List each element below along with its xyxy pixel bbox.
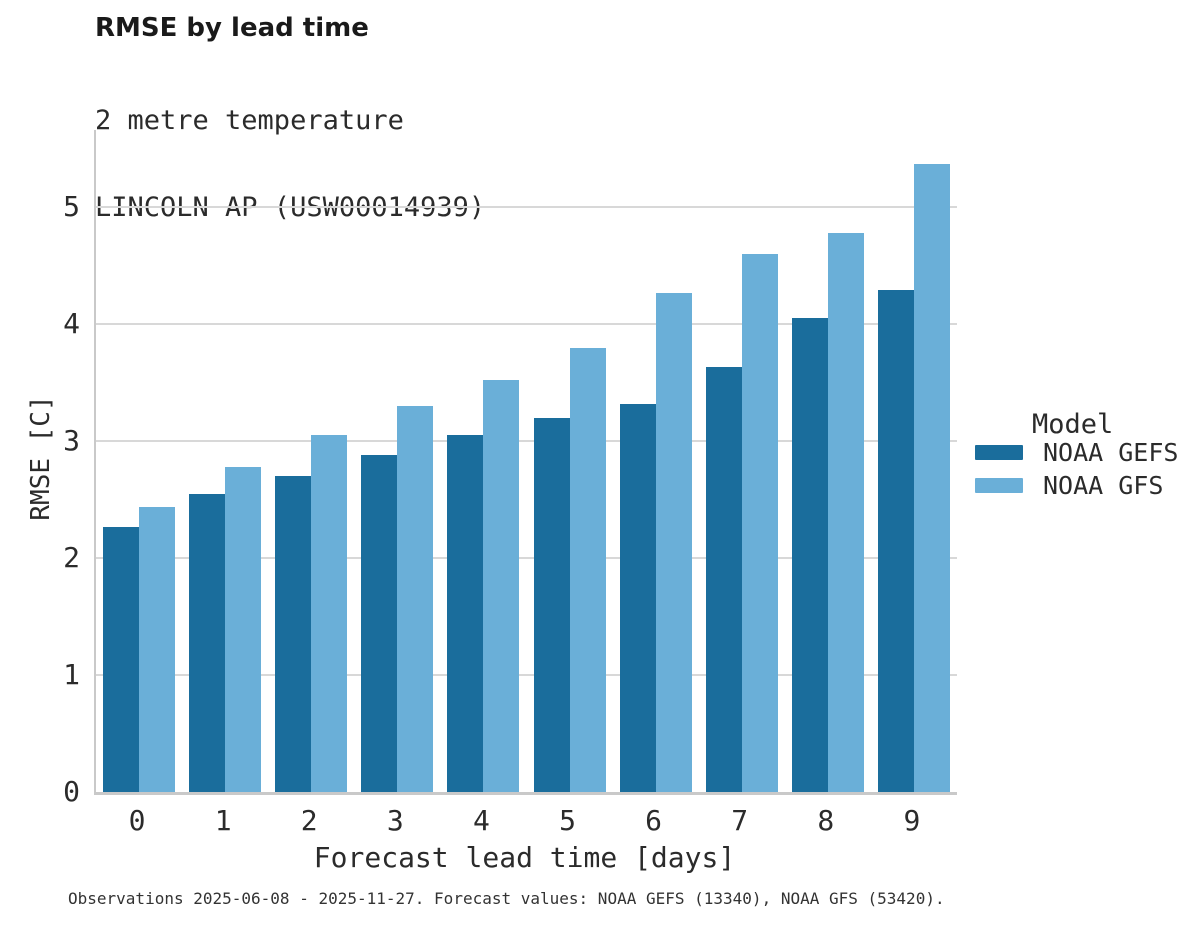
- chart-title: RMSE by lead time: [95, 13, 369, 43]
- y-tick-label-5: 5: [63, 190, 80, 224]
- bar-noaa-gfs-lead-2: [311, 435, 348, 792]
- gridline-y-2: [96, 557, 957, 560]
- legend-label-noaa-gfs: NOAA GFS: [1043, 470, 1164, 500]
- y-axis-ticks: 0 1 2 3 4 5: [0, 130, 80, 806]
- bar-group-lead-0: [96, 506, 182, 792]
- bar-noaa-gefs-lead-4: [447, 435, 484, 792]
- x-tick-label-3: 3: [386, 804, 404, 837]
- x-tick-label-5: 5: [559, 804, 576, 837]
- x-tick-label-7: 7: [731, 804, 749, 837]
- x-axis-ticks: 0 1 2 3 4 5 6 7 8 9: [94, 804, 955, 838]
- bar-noaa-gfs-lead-5: [569, 347, 606, 792]
- gridline-y-3: [96, 440, 957, 443]
- bar-group-lead-9: [871, 163, 957, 792]
- x-tick-label-9: 9: [903, 804, 921, 837]
- gridline-y-1: [96, 674, 957, 677]
- bar-noaa-gfs-lead-3: [397, 406, 434, 792]
- gridline-y-4: [96, 323, 957, 326]
- bar-group-lead-2: [268, 435, 354, 792]
- plot-area: [94, 130, 957, 795]
- y-tick-label-1: 1: [63, 658, 80, 692]
- bar-noaa-gefs-lead-1: [189, 493, 226, 792]
- y-tick-label-2: 2: [63, 541, 80, 575]
- x-tick-label-2: 2: [300, 804, 318, 837]
- bar-group-lead-3: [354, 406, 440, 792]
- legend-entry-noaa-gfs: NOAA GFS: [975, 470, 1195, 500]
- bar-group-lead-4: [440, 380, 526, 792]
- bar-noaa-gefs-lead-6: [619, 403, 656, 792]
- bar-group-lead-1: [182, 466, 268, 792]
- bar-noaa-gefs-lead-9: [877, 290, 914, 792]
- x-tick-label-8: 8: [817, 804, 835, 837]
- bar-noaa-gfs-lead-8: [827, 232, 864, 792]
- x-axis-label: Forecast lead time [days]: [313, 841, 736, 874]
- gridlines: [96, 130, 957, 792]
- x-tick-label-1: 1: [214, 804, 232, 837]
- bar-noaa-gfs-lead-1: [225, 466, 262, 792]
- bar-noaa-gefs-lead-5: [533, 417, 570, 792]
- bar-noaa-gefs-lead-2: [275, 476, 312, 792]
- bar-group-lead-6: [613, 292, 699, 792]
- x-tick-label-0: 0: [128, 804, 146, 837]
- legend-title: Model: [1032, 409, 1114, 440]
- legend-swatch-noaa-gfs: [975, 477, 1023, 493]
- y-tick-label-0: 0: [63, 775, 80, 808]
- bar-group-lead-7: [699, 253, 785, 792]
- legend-swatch-noaa-gefs: [975, 444, 1023, 460]
- legend: Model NOAA GEFS NOAA GFS: [975, 410, 1195, 506]
- y-tick-label-3: 3: [63, 424, 80, 458]
- legend-entry-noaa-gefs: NOAA GEFS: [975, 437, 1195, 467]
- bar-noaa-gfs-lead-4: [483, 380, 520, 792]
- x-tick-label-4: 4: [472, 804, 490, 837]
- bar-noaa-gfs-lead-6: [655, 292, 692, 792]
- bars-container: [96, 130, 957, 792]
- footnote: Observations 2025-06-08 - 2025-11-27. Fo…: [68, 889, 945, 908]
- bar-noaa-gfs-lead-9: [913, 163, 950, 792]
- bar-noaa-gfs-lead-0: [139, 506, 176, 792]
- bar-group-lead-5: [526, 347, 612, 792]
- bar-noaa-gfs-lead-7: [741, 253, 778, 792]
- bar-group-lead-8: [785, 232, 871, 792]
- x-tick-label-6: 6: [645, 804, 663, 837]
- bar-noaa-gefs-lead-8: [791, 318, 828, 792]
- bar-noaa-gefs-lead-7: [705, 367, 742, 792]
- bar-noaa-gefs-lead-3: [361, 455, 398, 792]
- subtitle-variable: 2 metre temperature: [95, 105, 404, 136]
- gridline-y-5: [96, 206, 957, 209]
- bar-noaa-gefs-lead-0: [103, 526, 140, 792]
- legend-label-noaa-gefs: NOAA GEFS: [1043, 437, 1179, 467]
- y-tick-label-4: 4: [63, 307, 80, 341]
